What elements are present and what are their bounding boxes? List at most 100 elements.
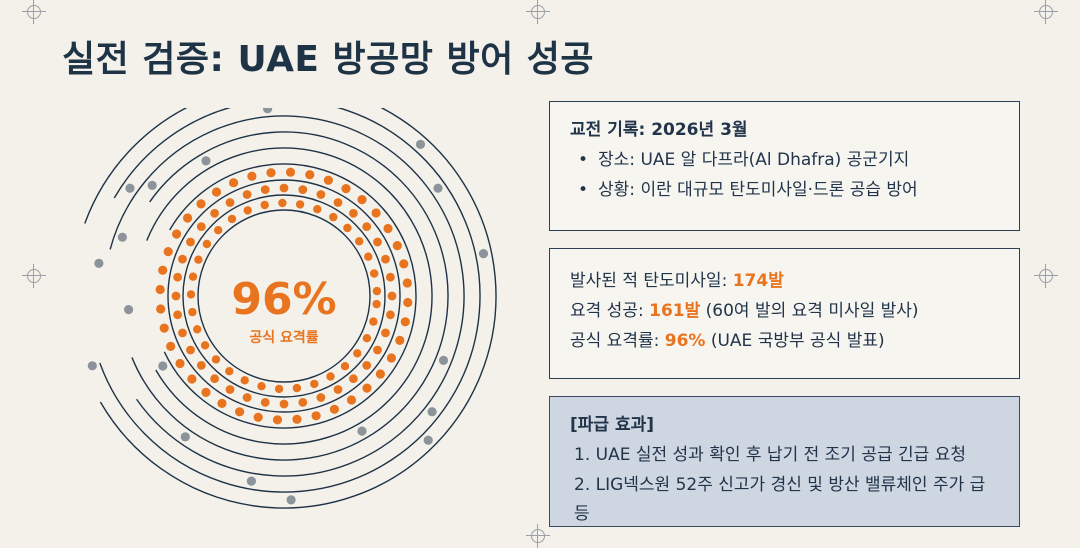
intercept-dot — [186, 345, 195, 355]
missed-dot — [427, 407, 437, 417]
intercept-dot — [194, 255, 203, 264]
missed-dot — [94, 258, 104, 268]
intercept-dot — [364, 252, 373, 261]
intercept-dot — [373, 345, 382, 355]
crosshair-mark — [526, 524, 550, 548]
missile-dots — [87, 108, 489, 505]
intercept-dot — [175, 358, 185, 369]
intercept-dot — [372, 286, 382, 296]
intercept-dot — [362, 222, 372, 231]
intercept-dot — [186, 290, 196, 299]
intercept-dot — [217, 398, 227, 408]
crosshair-mark — [22, 0, 46, 24]
intercept-dot — [369, 317, 378, 326]
record-heading: 교전 기록: 2026년 3월 — [570, 120, 748, 140]
intercept-dot — [257, 382, 266, 391]
intercept-dot — [292, 383, 302, 393]
intercept-dot — [333, 385, 343, 394]
intercept-dot — [279, 399, 289, 409]
intercept-dot — [278, 198, 287, 208]
orbit-ring — [109, 115, 465, 477]
intercept-dot — [172, 229, 182, 239]
crosshair-mark — [526, 0, 550, 24]
intercept-dot — [353, 349, 362, 358]
intercept-dot — [357, 195, 367, 205]
intercept-dot — [196, 222, 206, 231]
intercept-dot — [399, 259, 409, 269]
intercept-dot — [186, 237, 195, 247]
missed-dot — [286, 495, 296, 505]
intercept-dot — [381, 328, 390, 338]
intercept-dot — [285, 167, 296, 177]
intercept-dot — [260, 185, 270, 194]
intercept-dot — [298, 185, 308, 194]
intercept-dot — [326, 372, 335, 381]
orbit-ring — [163, 163, 417, 429]
record-item-location: 장소: UAE 알 다프라(Al Dhafra) 공군기지 — [578, 146, 999, 176]
intercept-dot — [260, 200, 269, 210]
intercept-dot — [253, 412, 263, 422]
intercept-dot — [266, 168, 276, 178]
intercept-dot — [313, 205, 322, 214]
intercept-dot — [272, 415, 283, 425]
intercept-dot — [329, 212, 338, 222]
intercept-dot — [243, 206, 252, 215]
intercept-dot — [375, 369, 385, 379]
intercept-dot — [159, 323, 169, 333]
intercept-dot — [171, 291, 181, 301]
intercept-dot — [210, 208, 220, 218]
intercept-dot — [371, 208, 381, 218]
intercept-dot — [274, 384, 284, 394]
ripple-effect-box: [파급 효과] 1. UAE 실전 성과 확인 후 납기 전 조기 공급 긴급 … — [549, 396, 1020, 527]
intercept-dot — [210, 374, 220, 384]
intercept-dot — [340, 362, 350, 371]
page-title: 실전 검증: UAE 방공망 방어 성공 — [62, 39, 594, 80]
intercept-dot — [196, 361, 206, 370]
engagement-record-box: 교전 기록: 2026년 3월 장소: UAE 알 다프라(Al Dhafra)… — [549, 101, 1020, 231]
intercept-dot — [242, 190, 252, 199]
intercept-dot — [279, 183, 289, 193]
missed-dot — [438, 355, 449, 365]
intercept-dot — [310, 379, 319, 389]
crosshair-mark — [22, 264, 46, 288]
missed-dot — [423, 435, 433, 445]
missed-dot — [415, 139, 426, 149]
intercept-dot — [349, 208, 358, 218]
intercept-dot — [386, 310, 395, 320]
interception-rings-diagram: 96% 공식 요격률 — [84, 108, 497, 509]
stat-launched-value: 174발 — [732, 271, 784, 291]
intercept-dot — [305, 170, 315, 180]
intercept-dot — [402, 278, 412, 288]
intercept-dot — [158, 265, 168, 275]
intercept-dot — [178, 254, 187, 264]
missed-dot — [117, 232, 127, 242]
intercept-dot — [214, 226, 223, 235]
intercept-dot — [173, 310, 182, 320]
missed-dot — [147, 180, 157, 190]
intercept-dot — [196, 199, 206, 209]
intercept-dot — [372, 299, 381, 309]
intercept-dot — [343, 223, 352, 233]
intercept-dot — [370, 269, 379, 278]
missed-dot — [478, 249, 489, 259]
intercept-dot — [362, 334, 372, 343]
intercept-dot — [225, 367, 234, 376]
missed-dot — [125, 183, 135, 193]
intercept-dot — [316, 393, 326, 402]
intercept-dot — [155, 284, 165, 295]
intercept-dot — [188, 272, 198, 281]
intercept-dot — [395, 335, 405, 345]
orbit-ring — [146, 147, 433, 445]
intercept-dot — [227, 214, 237, 224]
intercept-dot — [178, 328, 187, 338]
intercept-dot — [201, 387, 211, 397]
intercept-dot — [333, 198, 343, 207]
intercept-dot — [355, 237, 364, 246]
missed-dot — [124, 305, 134, 315]
intercept-dot — [163, 247, 173, 257]
effect-item: 1. UAE 실전 성과 확인 후 납기 전 조기 공급 긴급 요청 — [574, 444, 966, 465]
intercept-dot — [392, 241, 402, 251]
intercept-dot — [225, 198, 235, 207]
intercept-dot — [202, 239, 212, 249]
intercept-dot — [386, 353, 396, 363]
